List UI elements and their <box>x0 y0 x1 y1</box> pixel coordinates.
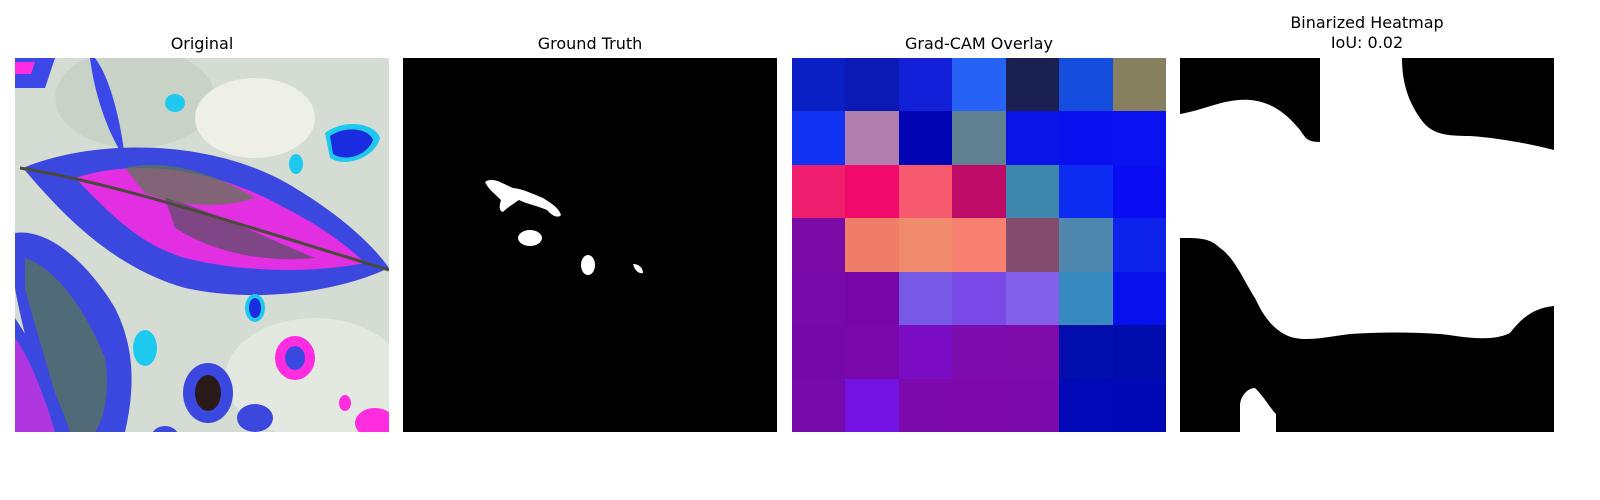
gradcam-cell <box>845 111 899 165</box>
gradcam-cell <box>1005 325 1060 379</box>
gradcam-cell <box>845 58 899 112</box>
gradcam-cell <box>952 58 1006 112</box>
binary-mask-image <box>1180 58 1554 432</box>
ground-truth-panel: Ground Truth <box>403 0 777 440</box>
gradcam-cell <box>898 325 953 379</box>
binarized-title: Binarized Heatmap <box>1290 13 1444 32</box>
gradcam-cell <box>898 164 953 219</box>
gradcam-cell <box>1112 325 1166 379</box>
gradcam-cell <box>1059 111 1113 165</box>
gradcam-cell <box>898 218 953 272</box>
leaf-photo <box>15 58 389 432</box>
gradcam-cell <box>845 218 899 272</box>
gradcam-cell <box>1112 164 1166 219</box>
gradcam-cell <box>1005 271 1060 326</box>
gradcam-cell <box>792 378 846 432</box>
gradcam-cell <box>1005 164 1060 219</box>
gradcam-cell <box>952 325 1006 379</box>
gradcam-cell <box>1059 58 1113 112</box>
original-title: Original <box>170 34 234 53</box>
gradcam-cell <box>898 378 953 432</box>
ground-truth-mask <box>403 58 777 432</box>
gradcam-cell <box>845 325 899 379</box>
gradcam-cell <box>1112 218 1166 272</box>
gradcam-cell <box>792 111 846 165</box>
ground-truth-title: Ground Truth <box>537 34 643 53</box>
gradcam-cell <box>1005 218 1060 272</box>
gradcam-panel: Grad-CAM Overlay <box>792 0 1166 440</box>
gradcam-cell <box>1059 164 1113 219</box>
gradcam-cell <box>792 58 846 112</box>
gradcam-cell <box>952 218 1006 272</box>
binarized-heatmap <box>1180 58 1554 432</box>
mask-image <box>403 58 777 432</box>
gradcam-cell <box>898 271 953 326</box>
gradcam-cell <box>952 378 1006 432</box>
binarized-title-block: Binarized Heatmap IoU: 0.02 <box>1180 13 1554 53</box>
gradcam-cell <box>845 271 899 326</box>
gradcam-cell <box>1112 378 1166 432</box>
gradcam-cell <box>1005 378 1060 432</box>
gradcam-cell <box>1059 218 1113 272</box>
gradcam-cell <box>1112 111 1166 165</box>
gradcam-cell <box>1005 111 1060 165</box>
gradcam-cell <box>792 325 846 379</box>
gradcam-cell <box>1059 325 1113 379</box>
gradcam-grid <box>792 58 1166 432</box>
gradcam-cell <box>952 111 1006 165</box>
gradcam-cell <box>792 218 846 272</box>
binarized-panel: Binarized Heatmap IoU: 0.02 <box>1180 0 1554 440</box>
gradcam-cell <box>1112 58 1166 112</box>
gradcam-cell <box>792 164 846 219</box>
gradcam-cell <box>792 271 846 326</box>
gradcam-cell <box>898 111 953 165</box>
original-panel: Original <box>15 0 389 440</box>
gradcam-cell <box>845 378 899 432</box>
gradcam-cell <box>845 164 899 219</box>
gradcam-overlay <box>792 58 1166 432</box>
gradcam-cell <box>1112 271 1166 326</box>
gradcam-cell <box>898 58 953 112</box>
iou-label: IoU: 0.02 <box>1330 33 1404 52</box>
original-image <box>15 58 389 432</box>
gradcam-cell <box>1059 271 1113 326</box>
gradcam-cell <box>952 164 1006 219</box>
gradcam-cell <box>952 271 1006 326</box>
gradcam-cell <box>1059 378 1113 432</box>
gradcam-cell <box>1005 58 1060 112</box>
gradcam-title: Grad-CAM Overlay <box>905 34 1053 53</box>
